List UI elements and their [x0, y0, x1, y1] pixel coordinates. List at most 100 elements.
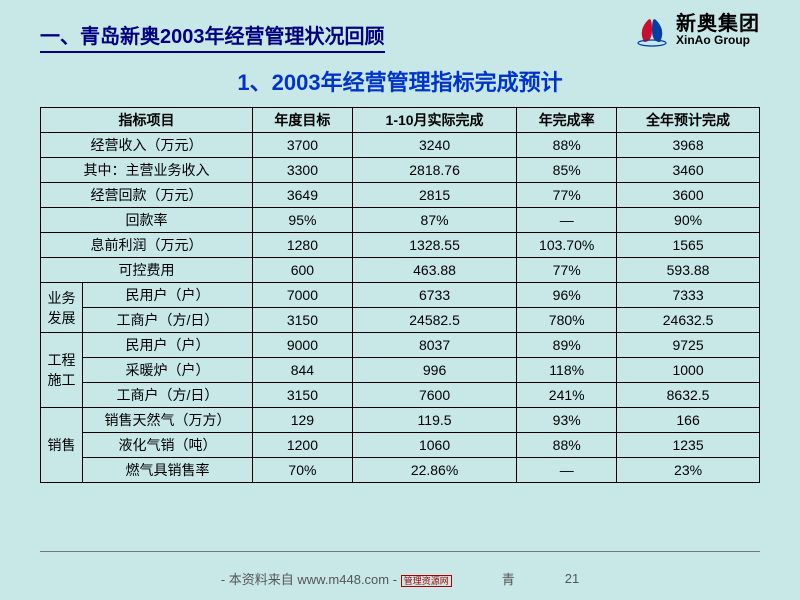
data-cell: 3600 [617, 183, 760, 208]
data-cell: 95% [253, 208, 353, 233]
item-cell: 民用户（户） [83, 283, 253, 308]
data-cell: 7000 [253, 283, 353, 308]
data-cell: 166 [617, 408, 760, 433]
data-cell: 77% [517, 258, 617, 283]
item-cell: 工商户（方/日） [83, 383, 253, 408]
data-cell: 6733 [352, 283, 516, 308]
item-cell: 工商户（方/日） [83, 308, 253, 333]
data-cell: 996 [352, 358, 516, 383]
data-cell: 103.70% [517, 233, 617, 258]
table-row: 可控费用600463.8877%593.88 [41, 258, 760, 283]
data-cell: 88% [517, 433, 617, 458]
item-cell: 回款率 [41, 208, 253, 233]
item-cell: 销售天然气（万方） [83, 408, 253, 433]
data-table: 指标项目 年度目标 1-10月实际完成 年完成率 全年预计完成 经营收入（万元）… [40, 107, 760, 483]
data-cell: 119.5 [352, 408, 516, 433]
item-cell: 液化气销（吨） [83, 433, 253, 458]
item-cell: 其中：主营业务收入 [41, 158, 253, 183]
data-cell: 24632.5 [617, 308, 760, 333]
data-cell: 1200 [253, 433, 353, 458]
data-cell: 77% [517, 183, 617, 208]
data-cell: 2815 [352, 183, 516, 208]
data-cell: 93% [517, 408, 617, 433]
data-cell: 90% [617, 208, 760, 233]
table-row: 回款率95%87%—90% [41, 208, 760, 233]
table-row: 燃气具销售率70%22.86%—23% [41, 458, 760, 483]
data-cell: 3649 [253, 183, 353, 208]
data-cell: 1328.55 [352, 233, 516, 258]
data-cell: 23% [617, 458, 760, 483]
table-row: 工程施工民用户（户）9000803789%9725 [41, 333, 760, 358]
data-cell: 780% [517, 308, 617, 333]
item-cell: 经营收入（万元） [41, 133, 253, 158]
data-cell: 3460 [617, 158, 760, 183]
subtitle: 1、2003年经营管理指标完成预计 [0, 65, 800, 97]
data-cell: 22.86% [352, 458, 516, 483]
data-cell: 9725 [617, 333, 760, 358]
category-cell: 销售 [41, 408, 83, 483]
table-row: 其中：主营业务收入33002818.7685%3460 [41, 158, 760, 183]
data-cell: 87% [352, 208, 516, 233]
data-cell: 3968 [617, 133, 760, 158]
data-cell: 463.88 [352, 258, 516, 283]
data-cell: 129 [253, 408, 353, 433]
data-cell: 2818.76 [352, 158, 516, 183]
table-row: 经营回款（万元）3649281577%3600 [41, 183, 760, 208]
data-cell: 3150 [253, 308, 353, 333]
item-cell: 息前利润（万元） [41, 233, 253, 258]
data-cell: 118% [517, 358, 617, 383]
item-cell: 民用户（户） [83, 333, 253, 358]
item-cell: 可控费用 [41, 258, 253, 283]
data-cell: 8037 [352, 333, 516, 358]
data-cell: — [517, 458, 617, 483]
section-title: 一、青岛新奥2003年经营管理状况回顾 [40, 20, 385, 53]
table-header-row: 指标项目 年度目标 1-10月实际完成 年完成率 全年预计完成 [41, 108, 760, 133]
data-cell: 8632.5 [617, 383, 760, 408]
data-cell: 7600 [352, 383, 516, 408]
data-cell: 1565 [617, 233, 760, 258]
table-row: 采暖炉（户）844996118%1000 [41, 358, 760, 383]
data-cell: 3150 [253, 383, 353, 408]
data-cell: 24582.5 [352, 308, 516, 333]
category-cell: 工程施工 [41, 333, 83, 408]
footer-right: 青 [502, 569, 515, 588]
footer-divider [40, 551, 760, 552]
item-cell: 经营回款（万元） [41, 183, 253, 208]
data-cell: — [517, 208, 617, 233]
data-cell: 1060 [352, 433, 516, 458]
item-cell: 燃气具销售率 [83, 458, 253, 483]
header-cell: 全年预计完成 [617, 108, 760, 133]
footer: - 本资料来自 www.m448.com - 管理资源网 青 21 [0, 569, 800, 588]
logo-icon [634, 12, 670, 48]
item-cell: 采暖炉（户） [83, 358, 253, 383]
data-cell: 70% [253, 458, 353, 483]
category-cell: 业务发展 [41, 283, 83, 333]
data-cell: 9000 [253, 333, 353, 358]
data-cell: 89% [517, 333, 617, 358]
header-cell: 年完成率 [517, 108, 617, 133]
table-row: 息前利润（万元）12801328.55103.70%1565 [41, 233, 760, 258]
data-cell: 241% [517, 383, 617, 408]
data-cell: 1235 [617, 433, 760, 458]
data-cell: 3700 [253, 133, 353, 158]
data-cell: 1280 [253, 233, 353, 258]
table-row: 业务发展民用户（户）7000673396%7333 [41, 283, 760, 308]
data-cell: 7333 [617, 283, 760, 308]
data-cell: 3300 [253, 158, 353, 183]
data-cell: 3240 [352, 133, 516, 158]
table-row: 工商户（方/日）31507600241%8632.5 [41, 383, 760, 408]
data-cell: 600 [253, 258, 353, 283]
header-cell: 年度目标 [253, 108, 353, 133]
data-cell: 1000 [617, 358, 760, 383]
logo-cn-text: 新奥集团 [676, 14, 760, 34]
data-cell: 96% [517, 283, 617, 308]
table-row: 液化气销（吨）1200106088%1235 [41, 433, 760, 458]
header-cell: 指标项目 [41, 108, 253, 133]
table-row: 工商户（方/日）315024582.5780%24632.5 [41, 308, 760, 333]
table-row: 销售销售天然气（万方）129119.593%166 [41, 408, 760, 433]
data-cell: 88% [517, 133, 617, 158]
data-cell: 593.88 [617, 258, 760, 283]
data-cell: 844 [253, 358, 353, 383]
data-cell: 85% [517, 158, 617, 183]
mini-logo: 管理资源网 [401, 575, 452, 587]
